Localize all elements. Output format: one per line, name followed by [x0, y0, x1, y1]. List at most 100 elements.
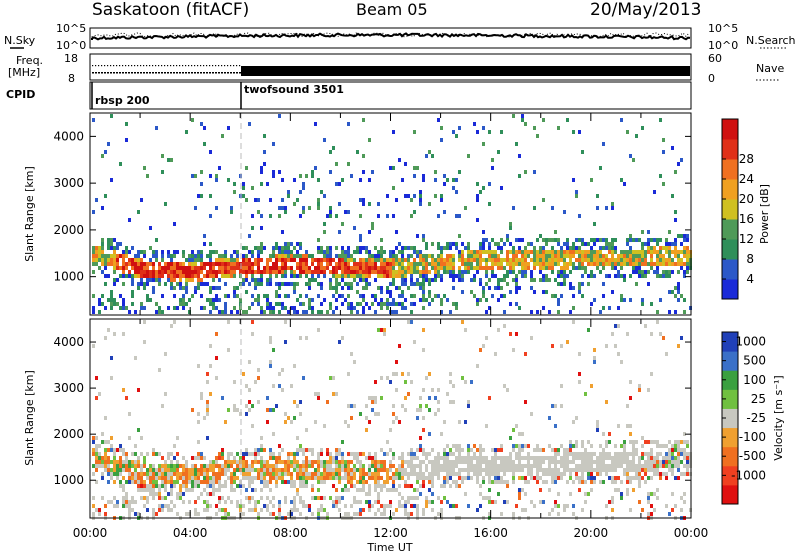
power-cell: [212, 298, 215, 302]
power-cell: [101, 270, 104, 274]
power-cell: [500, 130, 503, 134]
velocity-cell: [281, 472, 284, 476]
power-cell: [563, 274, 566, 278]
power-cell: [461, 258, 464, 262]
power-cell: [209, 150, 212, 154]
power-cell: [545, 290, 548, 294]
power-cell: [359, 198, 362, 202]
velocity-cell: [140, 468, 143, 472]
power-cell: [260, 270, 263, 274]
velocity-cell: [428, 372, 431, 376]
power-cell: [143, 254, 146, 258]
power-cell: [338, 258, 341, 262]
power-cell: [371, 262, 374, 266]
power-cell: [287, 310, 290, 314]
power-cell: [359, 258, 362, 262]
power-cell: [125, 306, 128, 310]
velocity-cell: [587, 472, 590, 476]
velocity-cell: [392, 456, 395, 460]
power-cell: [500, 258, 503, 262]
velocity-cell: [131, 496, 134, 500]
power-cell: [602, 306, 605, 310]
power-cell: [152, 286, 155, 290]
power-cell: [620, 118, 623, 122]
power-cell: [665, 262, 668, 266]
velocity-cell: [224, 472, 227, 476]
power-cell: [602, 282, 605, 286]
freq-point: [188, 72, 190, 74]
velocity-cell: [548, 472, 551, 476]
power-cell: [170, 254, 173, 258]
velocity-cell: [167, 504, 170, 508]
velocity-cell: [548, 488, 551, 492]
velocity-cell: [590, 452, 593, 456]
velocity-cell: [578, 480, 581, 484]
velocity-cell: [611, 456, 614, 460]
power-cell: [632, 270, 635, 274]
power-cell: [545, 278, 548, 282]
power-cell: [374, 254, 377, 258]
power-cell: [479, 190, 482, 194]
velocity-cell: [677, 476, 680, 480]
power-cell: [464, 266, 467, 270]
power-cell: [107, 258, 110, 262]
power-cell: [248, 250, 251, 254]
velocity-cell: [656, 472, 659, 476]
colorbar-tick-label: -100: [739, 430, 766, 444]
power-cell: [548, 262, 551, 266]
power-cell: [434, 294, 437, 298]
velocity-cell: [635, 452, 638, 456]
power-cell: [125, 122, 128, 126]
power-cell: [380, 262, 383, 266]
freq-point: [134, 65, 136, 67]
velocity-cell: [380, 448, 383, 452]
power-cell: [305, 258, 308, 262]
velocity-cell: [281, 368, 284, 372]
velocity-cell: [254, 504, 257, 508]
power-cell: [317, 178, 320, 182]
power-cell: [410, 246, 413, 250]
power-cell: [491, 262, 494, 266]
velocity-cell: [392, 372, 395, 376]
power-cell: [137, 210, 140, 214]
velocity-cell: [500, 456, 503, 460]
velocity-cell: [545, 472, 548, 476]
power-cell: [320, 282, 323, 286]
velocity-cell: [317, 480, 320, 484]
velocity-cell: [626, 460, 629, 464]
power-cell: [377, 258, 380, 262]
velocity-cell: [317, 508, 320, 512]
power-cell: [410, 310, 413, 314]
power-cell: [605, 254, 608, 258]
freq-point: [95, 65, 97, 67]
velocity-cell: [230, 464, 233, 468]
velocity-cell: [446, 480, 449, 484]
power-cell: [665, 246, 668, 250]
power-cell: [575, 246, 578, 250]
power-cell: [188, 298, 191, 302]
velocity-cell: [488, 396, 491, 400]
power-cell: [323, 194, 326, 198]
velocity-cell: [422, 428, 425, 432]
velocity-cell: [251, 424, 254, 428]
power-cell: [590, 262, 593, 266]
velocity-cell: [248, 500, 251, 504]
velocity-cell: [116, 460, 119, 464]
velocity-cell: [398, 492, 401, 496]
colorbar-tick-label: 24: [739, 172, 754, 186]
velocity-cell: [419, 396, 422, 400]
power-cell: [668, 230, 671, 234]
velocity-cell: [587, 452, 590, 456]
velocity-cell: [659, 444, 662, 448]
velocity-cell: [443, 460, 446, 464]
velocity-cell: [425, 476, 428, 480]
power-cell: [335, 298, 338, 302]
power-cell: [332, 310, 335, 314]
velocity-cell: [416, 476, 419, 480]
power-cell: [299, 302, 302, 306]
power-cell: [167, 262, 170, 266]
velocity-cell: [197, 412, 200, 416]
power-cell: [380, 250, 383, 254]
power-cell: [617, 258, 620, 262]
